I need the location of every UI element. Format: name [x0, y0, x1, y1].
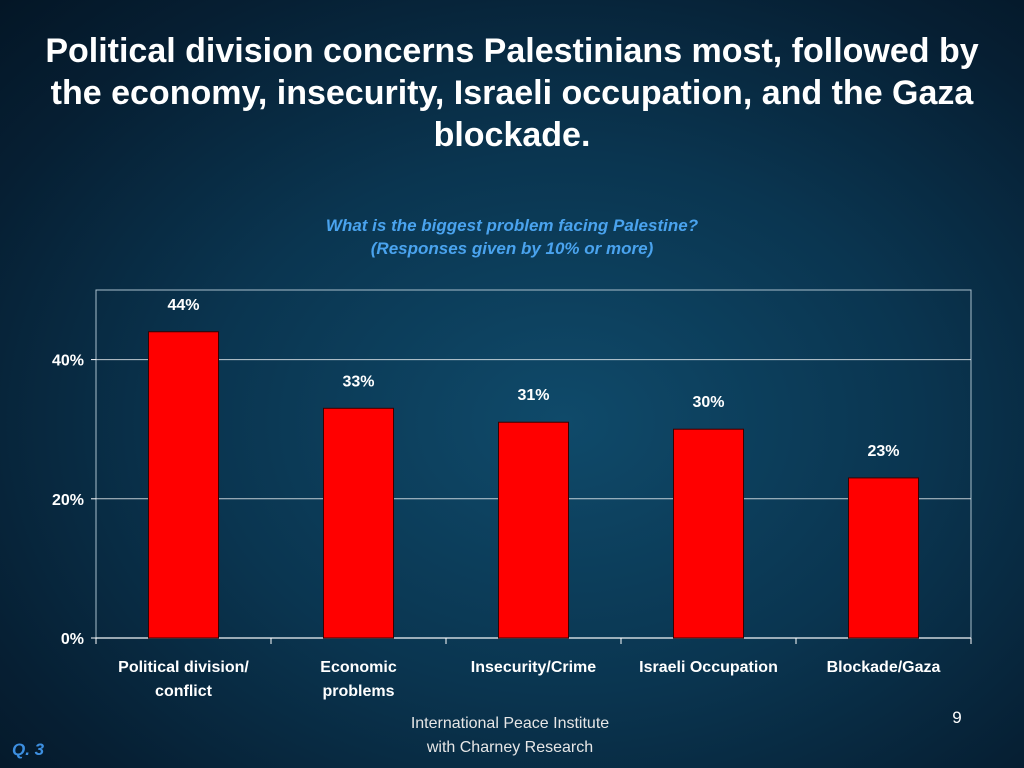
chart-title: Political division concerns Palestinians…: [45, 32, 979, 154]
footer-line-org: International Peace Institute: [410, 715, 610, 732]
data-label: 44%: [167, 297, 199, 314]
data-label: 31%: [517, 387, 549, 404]
y-tick-label: 20%: [52, 492, 84, 509]
x-tick-label: Insecurity/Crime: [471, 659, 596, 676]
data-label: 23%: [867, 443, 899, 460]
footer-line-partner: with Charney Research: [426, 739, 594, 756]
y-tick-label: 40%: [52, 353, 84, 370]
data-label: 30%: [692, 394, 724, 411]
page-number: 9: [952, 708, 962, 727]
bar: [498, 421, 569, 639]
subtitle-line-note: (Responses given by 10% or more): [370, 239, 654, 258]
data-label: 33%: [342, 373, 374, 390]
x-tick-label: Economic: [320, 659, 397, 676]
question-reference: Q. 3: [12, 740, 45, 759]
y-tick-label: 0%: [61, 631, 84, 648]
bar: [148, 331, 219, 639]
x-tick-label: Political division/: [118, 659, 249, 676]
x-tick-label: problems: [322, 683, 394, 700]
subtitle-line-question: What is the biggest problem facing Pales…: [325, 216, 699, 235]
chart-subtitle: What is the biggest problem facing Pales…: [200, 214, 824, 260]
bar: [323, 407, 394, 639]
bar: [673, 428, 744, 639]
x-tick-label: conflict: [155, 683, 213, 700]
footer-credit: International Peace Institute with Charn…: [340, 712, 680, 760]
x-tick-label: Blockade/Gaza: [827, 659, 941, 676]
x-tick-label: Israeli Occupation: [639, 659, 778, 676]
bar: [848, 477, 919, 639]
